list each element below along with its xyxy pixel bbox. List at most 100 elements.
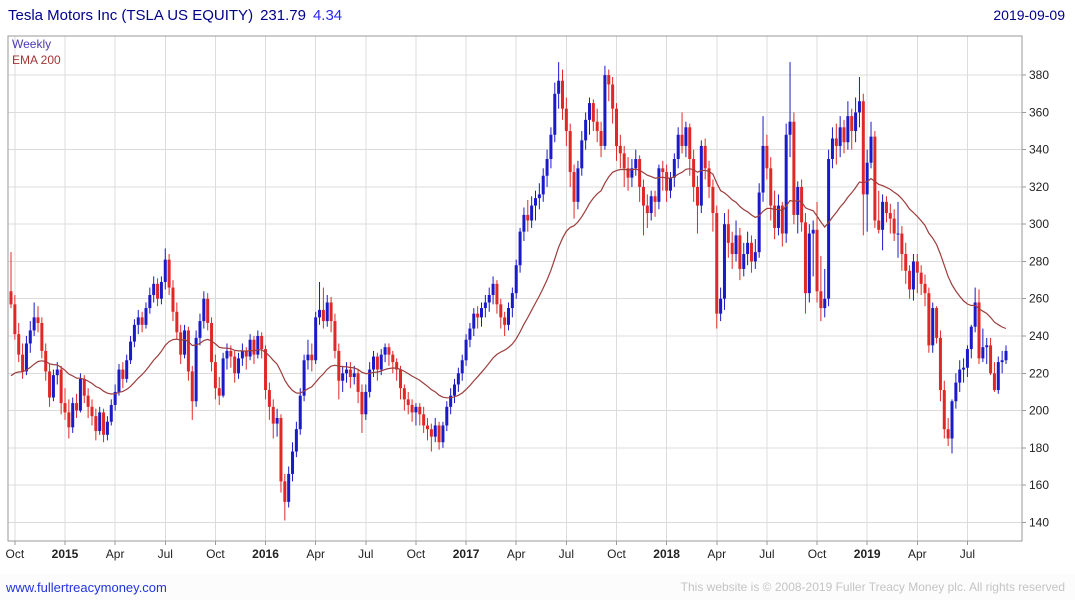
y-axis-label: 200 xyxy=(1029,404,1049,418)
candle-body-down xyxy=(707,168,711,187)
candle-body-down xyxy=(626,168,630,178)
candle-body-up xyxy=(24,343,28,372)
candle-body-down xyxy=(86,395,90,407)
candle-body-up xyxy=(757,192,761,253)
candle-body-up xyxy=(113,391,117,405)
y-axis-label: 300 xyxy=(1029,217,1049,231)
candle-body-down xyxy=(680,134,684,146)
candle-body-up xyxy=(838,127,842,146)
site-link[interactable]: www.fullertreacymoney.com xyxy=(6,579,167,595)
candle-body-up xyxy=(965,349,969,368)
candle-body-up xyxy=(129,341,133,361)
candle-body-down xyxy=(75,403,79,411)
candle-body-up xyxy=(788,121,792,135)
candle-body-down xyxy=(495,283,499,305)
candle-body-up xyxy=(453,384,457,396)
candle-body-up xyxy=(456,373,460,385)
candle-body-down xyxy=(217,388,221,396)
candle-body-down xyxy=(834,138,838,146)
candle-body-down xyxy=(803,222,807,294)
x-axis-label: Apr xyxy=(306,547,325,561)
candle-body-up xyxy=(364,391,368,415)
candle-body-down xyxy=(935,308,939,338)
candle-body-down xyxy=(992,373,996,391)
y-axis-label: 240 xyxy=(1029,329,1049,343)
candle-body-up xyxy=(202,298,206,322)
candle-body-down xyxy=(568,131,572,173)
candle-body-up xyxy=(117,369,121,392)
candle-body-up xyxy=(136,317,140,325)
y-axis-label: 340 xyxy=(1029,143,1049,157)
candle-body-up xyxy=(306,354,310,361)
y-axis-label: 380 xyxy=(1029,68,1049,82)
candle-body-up xyxy=(981,347,985,359)
candle-body-up xyxy=(345,369,349,374)
candle-body-down xyxy=(692,158,696,187)
candle-body-up xyxy=(958,369,962,383)
candle-body-down xyxy=(264,349,268,391)
candlestick-plot[interactable]: 140 160 180 200 220 240 260 280 300 320 340 360 380 O… xyxy=(0,30,1075,574)
candle-body-up xyxy=(318,309,322,318)
candle-body-up xyxy=(125,360,129,379)
candle-body-up xyxy=(491,283,495,296)
y-axis-label: 260 xyxy=(1029,292,1049,306)
candle-body-down xyxy=(426,425,430,430)
candle-body-up xyxy=(657,168,661,202)
y-axis-label: 160 xyxy=(1029,478,1049,492)
candle-body-up xyxy=(302,360,306,396)
candle-body-up xyxy=(472,313,476,329)
candle-body-up xyxy=(962,367,966,370)
candle-body-down xyxy=(595,121,599,132)
candle-body-up xyxy=(911,261,915,290)
candle-body-up xyxy=(545,158,549,176)
candle-body-up xyxy=(341,373,345,381)
candle-body-down xyxy=(780,205,784,234)
candle-body-down xyxy=(90,406,94,417)
x-axis-label: Apr xyxy=(106,547,125,561)
candle-body-down xyxy=(67,412,71,428)
x-axis-label: Apr xyxy=(507,547,526,561)
x-axis-label: Jul xyxy=(759,547,774,561)
candle-body-down xyxy=(938,337,942,391)
candle-body-down xyxy=(175,311,179,333)
candle-body-down xyxy=(908,270,912,290)
x-axis-label: Jul xyxy=(559,547,574,561)
candle-body-up xyxy=(753,252,757,262)
candle-body-up xyxy=(950,401,954,439)
candle-body-down xyxy=(904,254,908,271)
candle-body-down xyxy=(560,80,564,109)
candle-body-up xyxy=(464,339,468,361)
candle-body-down xyxy=(861,101,865,195)
x-axis-label: 2017 xyxy=(453,547,480,561)
price-change: 4.34 xyxy=(312,6,343,24)
x-axis-label: Apr xyxy=(707,547,726,561)
candle-body-up xyxy=(78,378,82,411)
candle-body-up xyxy=(684,127,688,146)
candle-body-down xyxy=(877,220,881,230)
candle-body-up xyxy=(314,317,318,361)
candle-body-down xyxy=(946,429,950,439)
candle-body-up xyxy=(996,362,1000,391)
candle-body-up xyxy=(468,328,472,340)
x-axis-label: Oct xyxy=(6,547,25,561)
x-axis-label: Jul xyxy=(358,547,373,561)
candle-body-up xyxy=(294,429,298,452)
candle-body-up xyxy=(830,138,834,159)
candle-body-up xyxy=(672,158,676,178)
candle-body-up xyxy=(98,412,102,432)
candle-body-up xyxy=(248,339,252,357)
instrument-title-group: Tesla Motors Inc (TSLA US EQUITY) 231.79… xyxy=(8,7,342,24)
candle-body-down xyxy=(213,362,217,389)
candle-body-down xyxy=(387,347,391,355)
instrument-title: Tesla Motors Inc (TSLA US EQUITY) xyxy=(8,6,254,24)
candle-body-down xyxy=(622,153,626,169)
candle-body-up xyxy=(630,168,634,178)
candle-body-up xyxy=(811,229,815,234)
candle-body-up xyxy=(198,321,202,338)
candle-body-down xyxy=(661,168,665,173)
x-axis-label: Jul xyxy=(158,547,173,561)
price-chart[interactable]: Weekly EMA 200 140 160 180 200 220 240 260 280 3… xyxy=(0,30,1075,574)
candle-body-down xyxy=(59,369,63,404)
candle-body-down xyxy=(765,145,769,169)
candle-body-up xyxy=(857,101,861,113)
